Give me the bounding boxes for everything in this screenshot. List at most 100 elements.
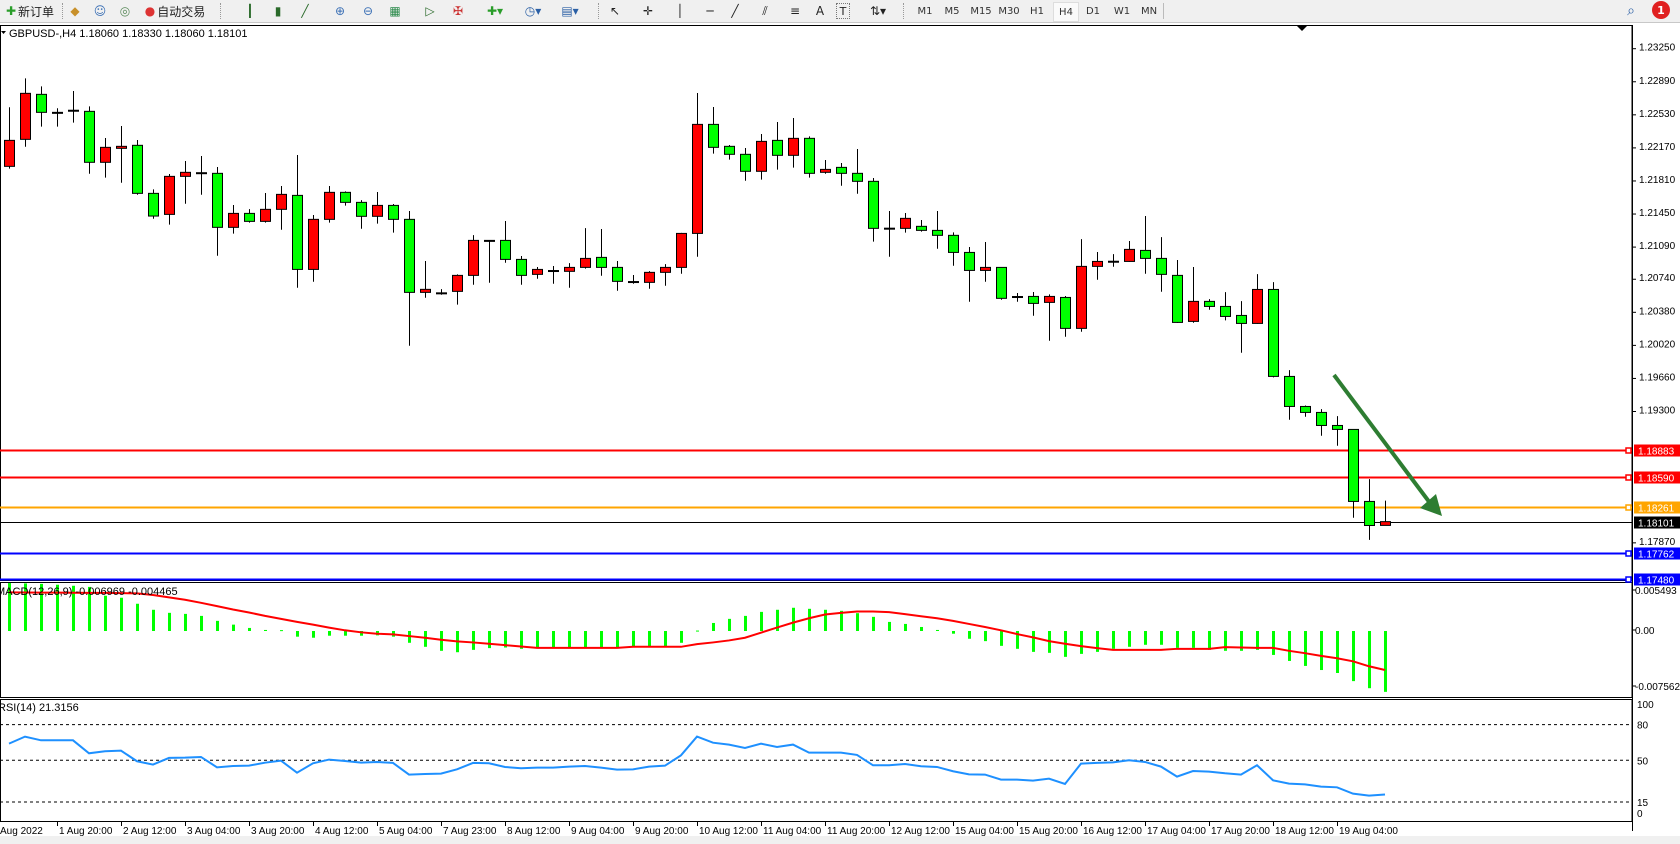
candle-bear: [1172, 274, 1183, 323]
equidistant-channel-icon[interactable]: ⫽: [762, 3, 768, 18]
macd-histogram-bar: [536, 631, 539, 648]
time-label: 2 Aug 12:00: [123, 826, 177, 837]
candlestick-chart-icon[interactable]: ▮: [274, 4, 282, 18]
time-label: 11 Aug 04:00: [763, 826, 822, 837]
templates-dropdown[interactable]: ▤▾: [561, 4, 579, 18]
market-watch-icon[interactable]: ◆: [70, 4, 80, 18]
line-handle[interactable]: [1625, 474, 1632, 481]
bar-chart-icon[interactable]: ┃: [246, 4, 254, 18]
vertical-line-icon[interactable]: │: [676, 4, 684, 18]
horizontal-line-icon[interactable]: ─: [706, 4, 714, 18]
price-label: 1.17480: [1638, 576, 1675, 587]
line-handle[interactable]: [1625, 447, 1632, 454]
signals-icon[interactable]: ◎: [119, 4, 131, 18]
fibonacci-icon[interactable]: ≡: [789, 4, 801, 18]
macd-histogram-bar: [1352, 631, 1355, 682]
macd-axis-label: 0.00: [1635, 626, 1655, 637]
macd-histogram-bar: [904, 623, 907, 631]
line-handle[interactable]: [1625, 576, 1632, 583]
candle-bull: [164, 175, 175, 215]
macd-histogram-bar: [1256, 631, 1259, 650]
horizontal-lines[interactable]: 1.18883 1.18590 1.18261 1.18101 1.17762 1.174…: [0, 444, 1680, 587]
macd-axis-label: 0.005493: [1635, 586, 1677, 597]
timeframe-w1-button[interactable]: W1: [1113, 5, 1131, 17]
rsi-axis-label: 80: [1637, 721, 1649, 732]
auto-trading-button[interactable]: ● 自动交易: [141, 2, 209, 20]
macd-histogram-bar: [472, 631, 475, 650]
macd-histogram-bar: [120, 597, 123, 631]
macd-histogram-bar: [808, 608, 811, 631]
macd-histogram-bar: [1304, 631, 1307, 666]
trend-arrow[interactable]: [1332, 373, 1442, 516]
candle-bull: [308, 218, 319, 270]
zoom-out-icon[interactable]: ⊖: [362, 4, 374, 18]
timeframe-h4-button[interactable]: H4: [1053, 2, 1079, 22]
time-label: 15 Aug 20:00: [1019, 826, 1078, 837]
candle-bull: [1380, 521, 1391, 526]
price-tick-label: 1.20020: [1639, 339, 1676, 350]
candle-bull: [276, 193, 287, 210]
macd-histogram-bar: [792, 607, 795, 631]
candle-bear: [340, 191, 351, 203]
macd-histogram-bar: [1288, 631, 1291, 661]
chart-shift-icon[interactable]: ✠: [452, 4, 464, 18]
auto-scroll-icon[interactable]: ▷: [425, 4, 435, 18]
timeframe-m5-button[interactable]: M5: [944, 5, 960, 17]
macd-histogram-bar: [1096, 631, 1099, 652]
chart-shift-marker[interactable]: [1297, 26, 1307, 31]
periods-dropdown[interactable]: ◷▾: [524, 4, 542, 18]
time-label: Aug 2022: [0, 826, 43, 837]
zoom-in-icon[interactable]: ⊕: [334, 4, 346, 18]
timeframe-mn-button[interactable]: MN: [1140, 5, 1158, 17]
candle-bull: [116, 145, 127, 149]
macd-histogram-bar: [584, 631, 587, 648]
candle-bull: [980, 266, 991, 271]
crosshair-icon[interactable]: ✛: [642, 4, 654, 18]
timeframe-h1-button[interactable]: H1: [1030, 5, 1044, 17]
macd-histogram-bar: [744, 615, 747, 631]
cursor-icon[interactable]: ↖: [609, 4, 621, 18]
macd-histogram-bar: [1368, 631, 1371, 689]
candle-bear: [212, 172, 223, 228]
text-label-tool-button[interactable]: T: [836, 3, 850, 19]
timeframe-m1-button[interactable]: M1: [917, 5, 933, 17]
candle-bear: [964, 251, 975, 271]
time-label: 12 Aug 12:00: [891, 826, 950, 837]
candle-bull: [452, 274, 463, 292]
line-handle[interactable]: [1625, 504, 1632, 511]
macd-histogram-bar: [1144, 631, 1147, 645]
search-icon[interactable]: ⌕: [1627, 3, 1635, 19]
price-tick-label: 1.22170: [1639, 142, 1676, 153]
toolbar: ✚ 新订单 ◆ ☺ ◎ ● 自动交易 ┃ ▮ ╱ ⊕ ⊖ ▦ ▷ ✠ ✚▾ ◷▾…: [0, 0, 1680, 23]
macd-label: MACD(12,26,9) -0.006969 -0.004465: [0, 586, 178, 598]
timeframe-d1-button[interactable]: D1: [1085, 5, 1101, 17]
notification-badge[interactable]: 1: [1652, 1, 1670, 19]
macd-histogram-bar: [632, 631, 635, 648]
candle-bull: [1124, 248, 1135, 262]
trendline-icon[interactable]: ╱: [731, 4, 739, 18]
header-menu-triangle[interactable]: [1, 31, 6, 34]
price-label: 1.18590: [1638, 474, 1675, 485]
navigator-icon[interactable]: ☺: [93, 4, 107, 18]
rsi-line: [8, 735, 1386, 797]
price-tick-label: 1.20380: [1639, 306, 1676, 317]
time-label: 8 Aug 12:00: [507, 826, 561, 837]
macd-histogram-bar: [248, 627, 251, 631]
toolbar-separator: [598, 3, 600, 19]
time-label: 18 Aug 12:00: [1275, 826, 1334, 837]
timeframe-m15-button[interactable]: M15: [970, 5, 992, 17]
new-order-button[interactable]: ✚ 新订单: [1, 2, 59, 20]
text-tool-button[interactable]: A: [815, 4, 825, 18]
line-handle[interactable]: [1625, 550, 1632, 557]
tile-windows-icon[interactable]: ▦: [389, 4, 401, 18]
time-label: 3 Aug 04:00: [187, 826, 241, 837]
timeframe-m30-button[interactable]: M30: [998, 5, 1020, 17]
candle-bear: [52, 111, 63, 114]
candle-bear: [500, 239, 511, 260]
line-chart-icon[interactable]: ╱: [301, 4, 309, 18]
candle-bull: [20, 92, 31, 140]
arrows-dropdown[interactable]: ⇅▾: [869, 4, 887, 18]
price-tick-label: 1.21810: [1639, 175, 1676, 186]
indicators-dropdown[interactable]: ✚▾: [486, 4, 504, 18]
